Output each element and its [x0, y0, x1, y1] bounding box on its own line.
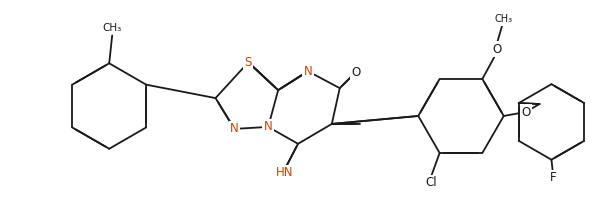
Text: HN: HN: [276, 166, 294, 179]
Text: S: S: [244, 56, 252, 69]
Text: N: N: [264, 121, 273, 134]
Text: O: O: [521, 106, 530, 118]
Text: CH₃: CH₃: [494, 14, 512, 24]
Text: O: O: [492, 43, 502, 56]
Text: O: O: [351, 66, 360, 79]
Text: N: N: [230, 122, 239, 135]
Text: CH₃: CH₃: [102, 23, 122, 32]
Text: F: F: [550, 171, 557, 184]
Text: N: N: [303, 65, 312, 78]
Text: Cl: Cl: [426, 176, 438, 189]
